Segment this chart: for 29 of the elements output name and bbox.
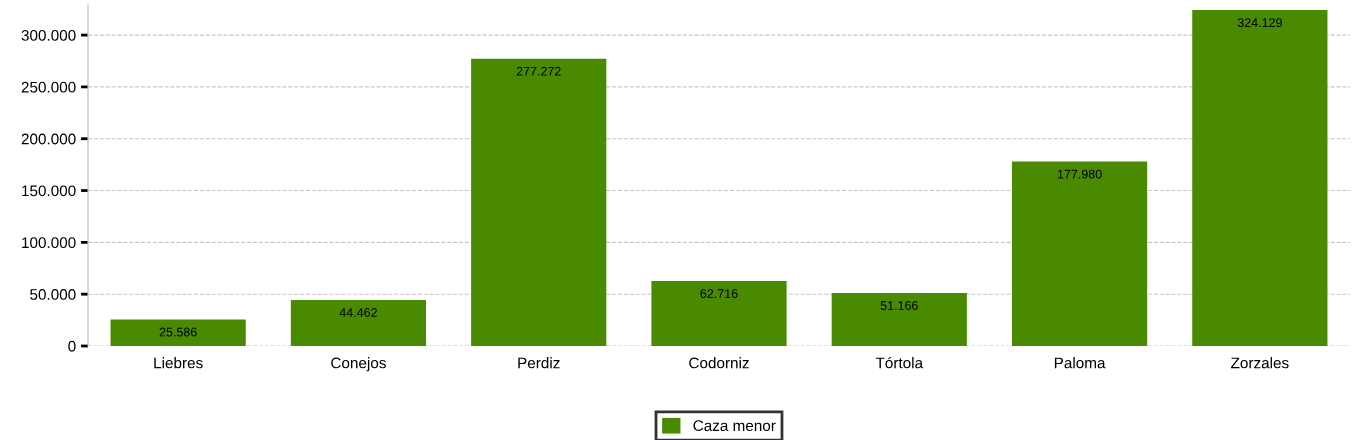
data-label: 277.272 [516,66,561,76]
bar [651,281,787,346]
data-label: 324.129 [1237,18,1282,28]
y-tick-label: 50.000 [30,289,76,300]
bar [1011,161,1148,346]
data-label: 177.980 [1057,169,1102,179]
data-label: 25.586 [159,327,197,337]
x-tick-label: Paloma [1054,357,1106,369]
data-label: 51.166 [880,301,918,310]
bar [1192,10,1328,346]
x-tick-label: Perdiz [518,357,560,369]
y-tick-label: 100.000 [22,237,76,249]
bar [110,319,246,346]
bar [471,58,607,346]
y-tick-label: 150.000 [22,185,76,197]
legend-label: Caza menor [693,420,776,432]
y-tick-label: 300.000 [21,29,76,41]
y-tick-label: 200.000 [21,133,76,145]
y-tick-label: 0 [68,340,76,352]
x-tick-label: Tórtola [875,356,924,369]
bar [831,292,967,346]
x-tick-label: Codorniz [689,357,749,369]
x-tick-label: Conejos [331,357,386,372]
bar [290,299,427,346]
y-tick-label: 250.000 [21,81,76,93]
x-tick-label: Zorzales [1231,357,1289,369]
data-label: 62.716 [700,289,738,298]
x-tick-label: Liebres [154,357,203,369]
data-label: 44.462 [339,308,377,317]
